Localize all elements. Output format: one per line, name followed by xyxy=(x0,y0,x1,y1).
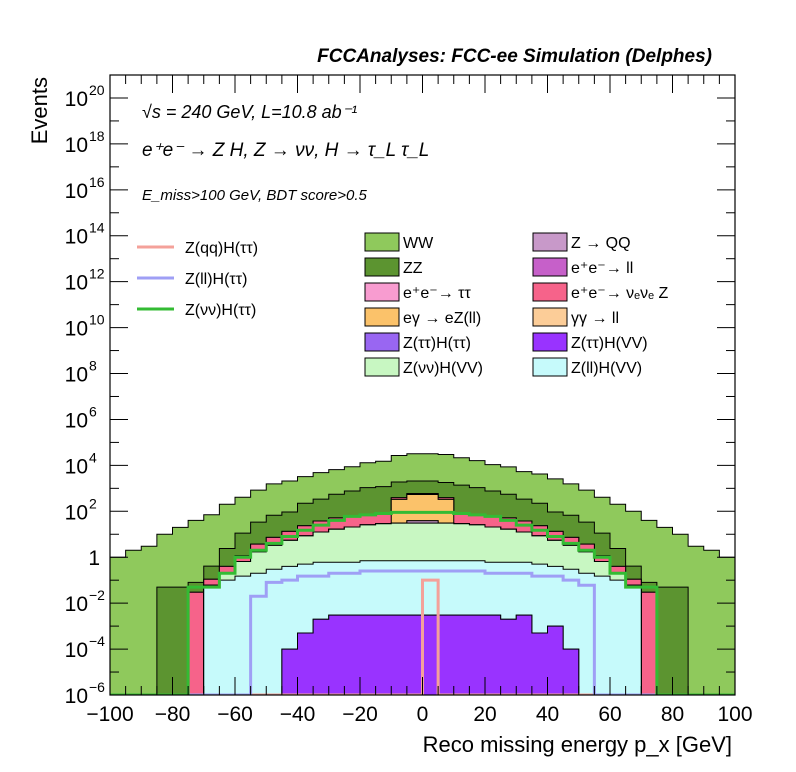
y-tick-exponent: 2 xyxy=(89,495,97,511)
signal-lines xyxy=(110,510,735,695)
y-tick-exponent: 8 xyxy=(89,358,97,374)
cut-annotation: E_miss>100 GeV, BDT score>0.5 xyxy=(142,187,367,204)
y-axis-label: Events xyxy=(27,77,52,144)
y-tick-label: 10 xyxy=(65,593,88,616)
x-tick-label: −80 xyxy=(155,703,191,726)
legend-fill-swatch xyxy=(364,257,400,277)
y-tick-label: 10 xyxy=(65,364,88,387)
legend-fill-swatch xyxy=(532,257,568,277)
legend-label: WW xyxy=(403,235,434,252)
y-tick-exponent: −2 xyxy=(89,587,105,603)
signal-line-2 xyxy=(110,510,735,695)
legend-label: Z(νν)H(VV) xyxy=(403,360,483,377)
x-axis-label: Reco missing energy p_x [GeV] xyxy=(423,732,732,757)
signal-line-1 xyxy=(110,569,735,695)
y-tick-label: 10 xyxy=(65,272,88,295)
x-tick-label: −60 xyxy=(217,703,253,726)
y-tick-label: 10 xyxy=(65,409,88,432)
y-tick-exponent: 16 xyxy=(89,174,105,190)
legend-fill-swatch xyxy=(532,332,568,352)
x-tick-label: 0 xyxy=(417,703,429,726)
legend-fill-swatch xyxy=(364,307,400,327)
legend-label: Z(qq)H(ττ) xyxy=(185,240,258,257)
y-tick-exponent: −4 xyxy=(89,633,105,649)
y-tick-exponent: −6 xyxy=(89,679,105,695)
legend-label: ZZ xyxy=(403,260,423,277)
y-tick-label: 10 xyxy=(65,639,88,662)
legend-label: e⁺e⁻→ ll xyxy=(571,260,633,277)
legend-fill-swatch xyxy=(532,307,568,327)
y-tick-exponent: 10 xyxy=(89,312,105,328)
x-tick-label: −20 xyxy=(342,703,378,726)
y-tick-label: 10 xyxy=(65,88,88,111)
x-tick-label: 80 xyxy=(661,703,684,726)
y-tick-label: 10 xyxy=(65,180,88,203)
legend-label: Z → QQ xyxy=(571,235,631,252)
y-tick-label: 1 xyxy=(88,547,100,570)
process-annotation: e⁺e⁻ → Z H, Z → νν, H → τ_L τ_L xyxy=(142,140,429,161)
y-tick-label: 10 xyxy=(65,501,88,524)
y-tick-label: 10 xyxy=(65,134,88,157)
legend-label: eγ → eZ(ll) xyxy=(403,310,481,327)
legend-label: Z(ττ)H(VV) xyxy=(571,335,648,352)
y-tick-exponent: 18 xyxy=(89,128,105,144)
y-tick-label: 10 xyxy=(65,685,88,708)
signal-line-0 xyxy=(110,578,735,695)
y-tick-exponent: 20 xyxy=(89,82,105,98)
x-tick-label: −100 xyxy=(86,703,133,726)
energy-annotation: √s = 240 GeV, L=10.8 ab⁻¹ xyxy=(142,102,357,122)
legend-label: Z(ll)H(ττ) xyxy=(185,271,247,288)
x-tick-label: 60 xyxy=(598,703,621,726)
x-tick-label: 20 xyxy=(473,703,496,726)
legend-label: Z(νν)H(ττ) xyxy=(185,302,256,319)
y-tick-exponent: 12 xyxy=(89,266,105,282)
chart-title: FCCAnalyses: FCC-ee Simulation (Delphes) xyxy=(317,46,712,67)
legend-fill-swatch xyxy=(364,232,400,252)
legend-fill-swatch xyxy=(532,357,568,377)
legend-label: Z(ττ)H(ττ) xyxy=(403,335,471,352)
legend-label: Z(ll)H(VV) xyxy=(571,360,642,377)
legend-fill-swatch xyxy=(364,357,400,377)
legend-label: e⁺e⁻→ ττ xyxy=(403,285,471,302)
y-tick-label: 10 xyxy=(65,226,88,249)
y-tick-exponent: 14 xyxy=(89,220,105,236)
legend-label: e⁺e⁻→ νₑνₑ Z xyxy=(571,285,668,302)
y-tick-exponent: 4 xyxy=(89,449,97,465)
legend-fill-swatch xyxy=(364,282,400,302)
legend-label: γγ → ll xyxy=(571,310,619,327)
x-tick-label: 40 xyxy=(536,703,559,726)
legend-fill-swatch xyxy=(532,232,568,252)
x-tick-label: −40 xyxy=(280,703,316,726)
y-tick-label: 10 xyxy=(65,318,88,341)
axis-ticks xyxy=(109,74,736,696)
y-tick-label: 10 xyxy=(65,455,88,478)
legend-signals: Z(qq)H(ττ) Z(ll)H(ττ) Z(νν)H(ττ) xyxy=(137,240,258,319)
y-tick-exponent: 6 xyxy=(89,403,97,419)
legend-backgrounds-1: WW ZZ e⁺e⁻→ ττ eγ → eZ(ll) Z(ττ)H(ττ) Z(νν)H(… xyxy=(364,232,483,377)
x-tick-labels: −100 −80 −60 −40 −20 0 20 40 60 80 100 xyxy=(86,703,752,726)
legend-fill-swatch xyxy=(532,282,568,302)
legend-backgrounds-2: Z → QQ e⁺e⁻→ ll e⁺e⁻→ νₑνₑ Z γγ → ll Z(ττ)H(… xyxy=(532,232,668,377)
legend-fill-swatch xyxy=(364,332,400,352)
x-tick-label: 100 xyxy=(717,703,752,726)
